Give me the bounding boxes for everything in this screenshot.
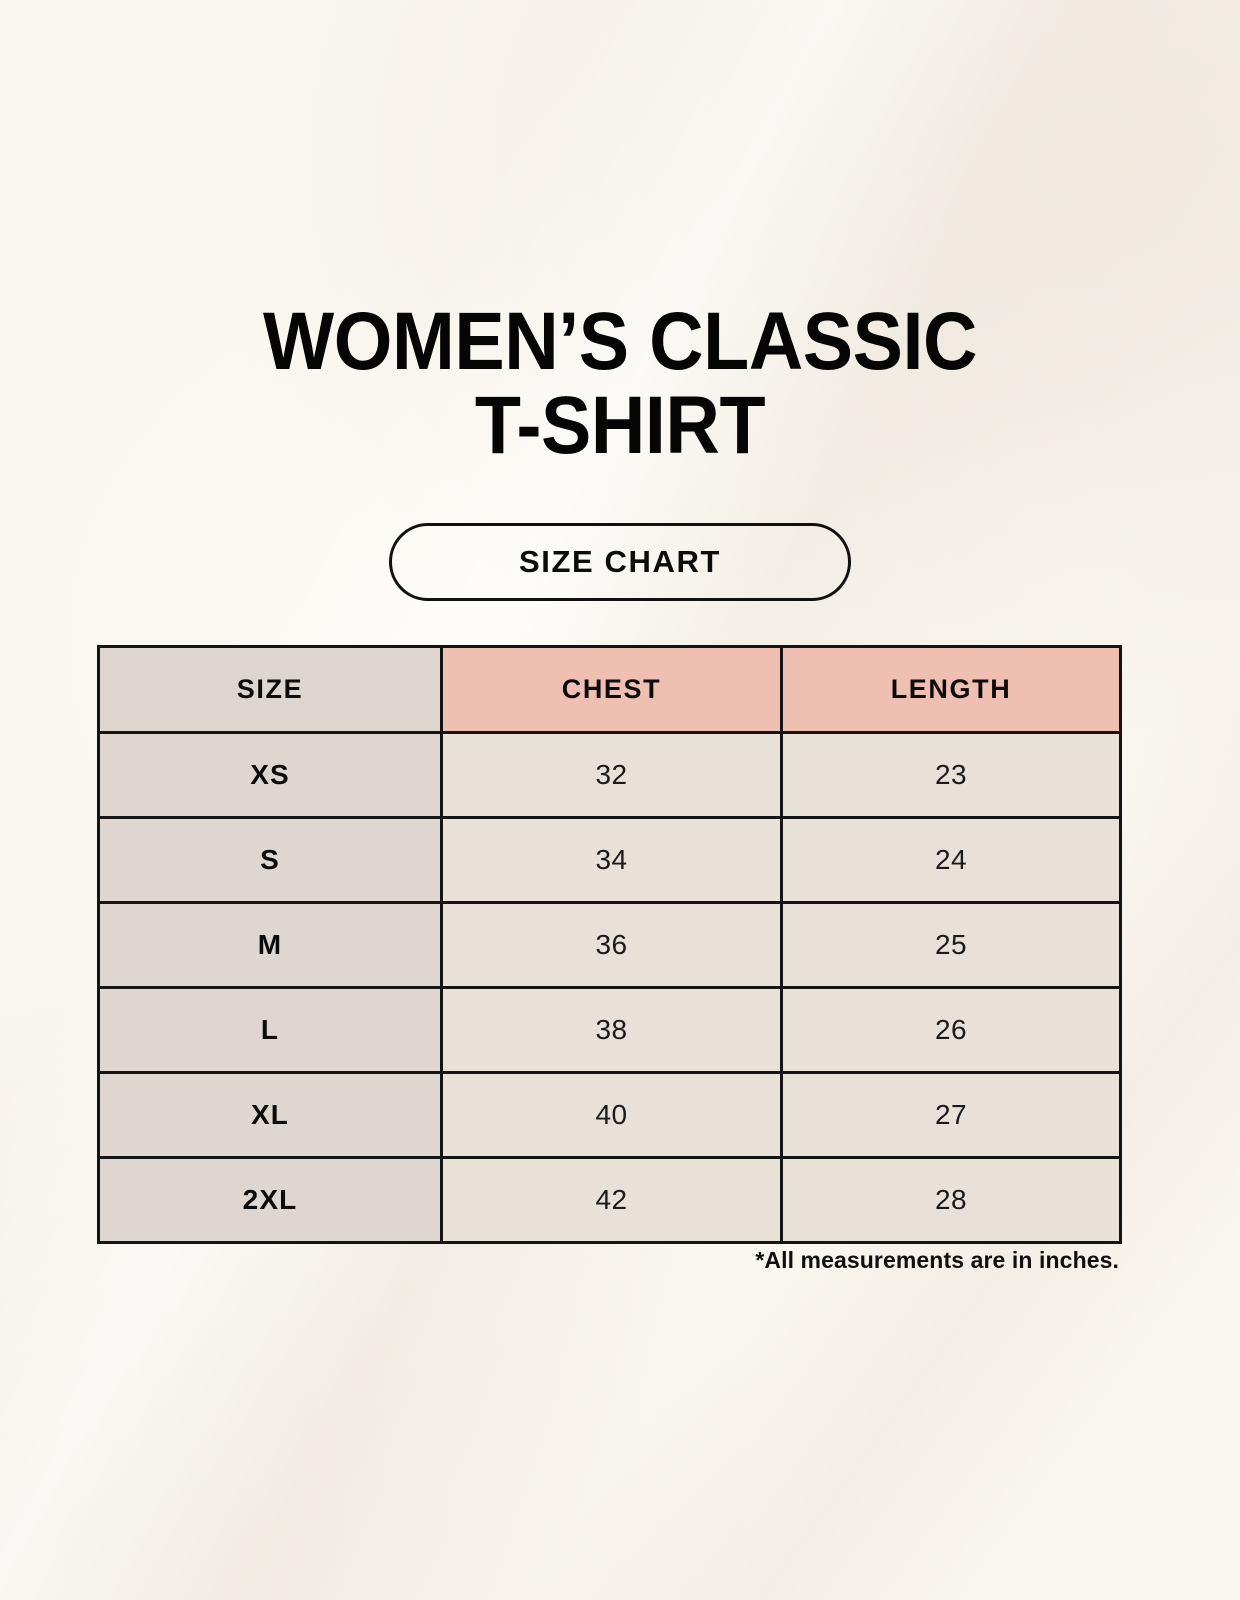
cell-size: XS xyxy=(97,731,443,819)
measurements-footnote: *All measurements are in inches. xyxy=(755,1247,1119,1273)
cell-chest: 36 xyxy=(440,901,783,989)
table-row: XL 40 27 xyxy=(97,1071,1122,1159)
cell-length: 26 xyxy=(780,986,1122,1074)
cell-length: 27 xyxy=(780,1071,1122,1159)
size-table-head: SIZE CHEST LENGTH xyxy=(97,645,1122,734)
size-table-body: XS 32 23 S 34 24 M 36 25 L 38 26 XL 40 27 2XL 42 28 xyxy=(97,731,1122,1244)
cell-size: L xyxy=(97,986,443,1074)
size-chart-badge: SIZE CHART xyxy=(389,523,851,601)
page-title-line-2: T-SHIRT xyxy=(474,380,766,471)
cell-length: 28 xyxy=(780,1156,1122,1244)
column-header-length: LENGTH xyxy=(780,645,1122,734)
size-table: SIZE CHEST LENGTH XS 32 23 S 34 24 M 36 25 L 38 26 X… xyxy=(97,645,1122,1244)
column-header-size: SIZE xyxy=(97,645,443,734)
cell-size: 2XL xyxy=(97,1156,443,1244)
cell-chest: 42 xyxy=(440,1156,783,1244)
table-row: 2XL 42 28 xyxy=(97,1156,1122,1244)
table-header-row: SIZE CHEST LENGTH xyxy=(97,645,1122,734)
table-row: M 36 25 xyxy=(97,901,1122,989)
cell-chest: 40 xyxy=(440,1071,783,1159)
cell-length: 25 xyxy=(780,901,1122,989)
cell-chest: 38 xyxy=(440,986,783,1074)
page-title-line-1: WOMEN’S CLASSIC xyxy=(262,296,977,387)
column-header-chest: CHEST xyxy=(440,645,783,734)
size-chart-badge-container: SIZE CHART xyxy=(0,523,1240,601)
cell-length: 23 xyxy=(780,731,1122,819)
table-row: S 34 24 xyxy=(97,816,1122,904)
table-row: XS 32 23 xyxy=(97,731,1122,819)
cell-chest: 32 xyxy=(440,731,783,819)
cell-chest: 34 xyxy=(440,816,783,904)
page-title: WOMEN’S CLASSIC T-SHIRT xyxy=(0,300,1240,468)
cell-length: 24 xyxy=(780,816,1122,904)
cell-size: M xyxy=(97,901,443,989)
cell-size: XL xyxy=(97,1071,443,1159)
cell-size: S xyxy=(97,816,443,904)
size-table-container: SIZE CHEST LENGTH XS 32 23 S 34 24 M 36 25 L 38 26 X… xyxy=(97,645,1122,1244)
table-row: L 38 26 xyxy=(97,986,1122,1074)
